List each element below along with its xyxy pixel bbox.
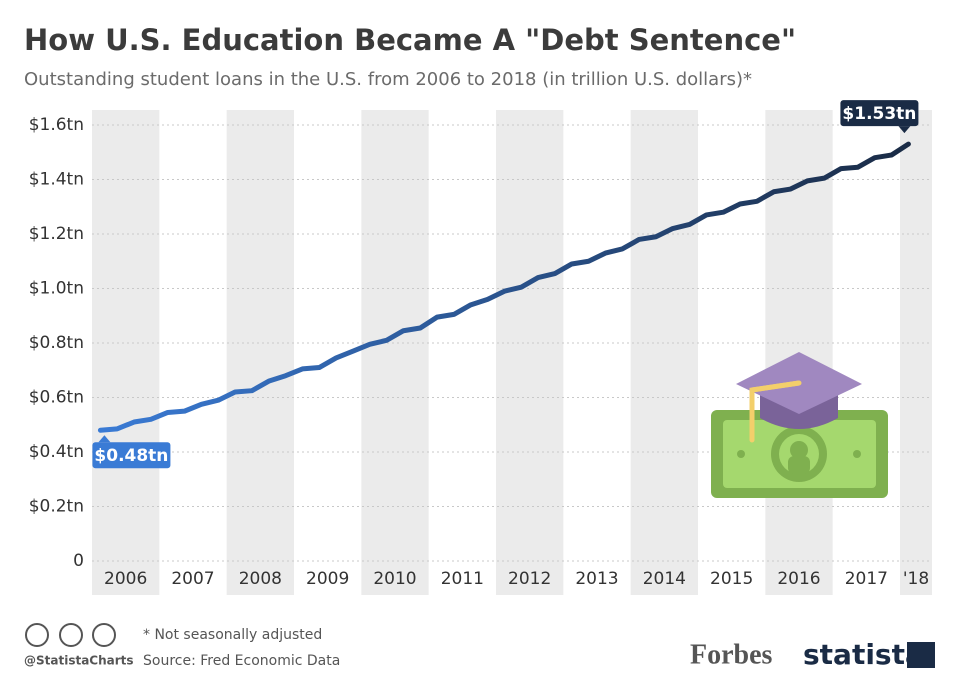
chart-subtitle: Outstanding student loans in the U.S. fr…: [24, 69, 752, 90]
x-tick-label: 2012: [508, 569, 551, 589]
x-tick-label: 2017: [845, 569, 888, 589]
y-tick-label: $0.8tn: [29, 333, 84, 353]
cap-icon: [736, 352, 862, 443]
x-tick-label: '18: [903, 569, 929, 589]
value-label: $1.53tn: [842, 104, 916, 124]
y-tick-label: $1.4tn: [29, 170, 84, 190]
y-tick-label: $0.2tn: [29, 497, 84, 517]
license-icons: [25, 623, 116, 647]
x-tick-label: 2009: [306, 569, 349, 589]
y-tick-label: 0: [73, 551, 84, 571]
y-tick-label: $1.0tn: [29, 279, 84, 299]
value-label-box: [92, 442, 171, 469]
x-tick-label: 2007: [171, 569, 214, 589]
y-tick-label: $0.6tn: [29, 388, 84, 408]
chart-title: How U.S. Education Became A "Debt Senten…: [24, 23, 796, 57]
year-band: [496, 110, 564, 595]
year-band: [226, 110, 294, 595]
brand-logo: statista: [803, 638, 924, 671]
year-band: [92, 110, 160, 595]
y-tick-label: $1.2tn: [29, 224, 84, 244]
year-band: [900, 110, 932, 595]
handle: @StatistaCharts: [24, 654, 134, 668]
y-tick-label: $0.4tn: [29, 442, 84, 462]
x-tick-label: 2008: [239, 569, 282, 589]
y-tick-label: $1.6tn: [29, 115, 84, 135]
value-label-box: [840, 100, 919, 127]
footnote: * Not seasonally adjusted: [143, 627, 322, 643]
brand-mark: [907, 642, 935, 668]
value-label-pointer: [898, 126, 911, 134]
partner-logo: Forbes: [690, 639, 773, 670]
value-label-pointer: [98, 435, 111, 443]
year-band: [361, 110, 429, 595]
money-icon: [711, 410, 888, 498]
data-line: [97, 141, 911, 433]
value-label: $0.48tn: [94, 446, 168, 466]
x-tick-label: 2013: [575, 569, 618, 589]
x-tick-label: 2006: [104, 569, 147, 589]
x-tick-label: 2015: [710, 569, 753, 589]
x-tick-label: 2010: [373, 569, 416, 589]
x-tick-label: 2016: [777, 569, 820, 589]
source: Source: Fred Economic Data: [143, 653, 340, 669]
x-tick-label: 2014: [643, 569, 686, 589]
x-tick-label: 2011: [441, 569, 484, 589]
year-band: [630, 110, 698, 595]
